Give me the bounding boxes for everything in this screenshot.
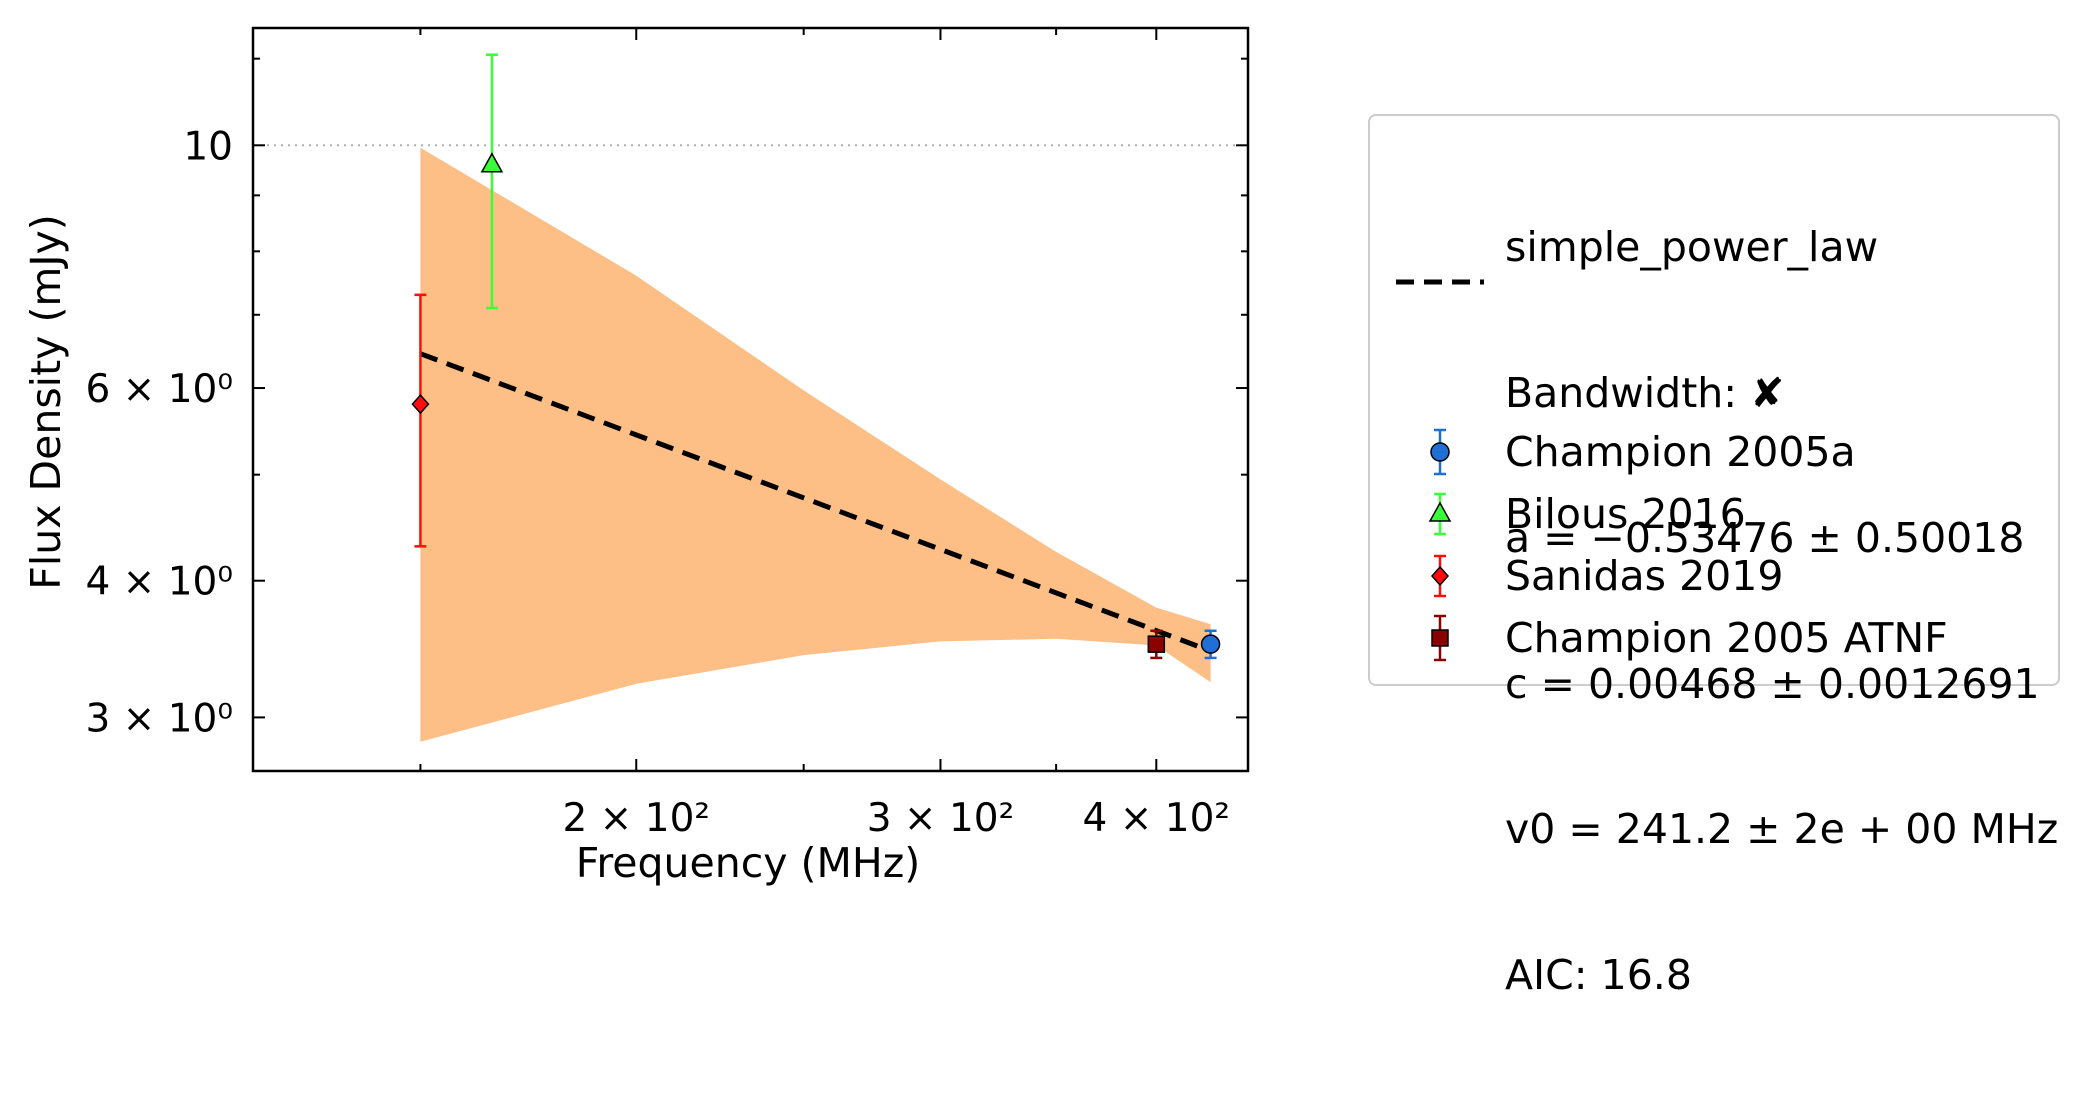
data-points-group: [411, 53, 1221, 660]
confidence-band: [420, 147, 1211, 742]
data-point-diamond: [411, 394, 430, 415]
fit-line-group: [419, 351, 1212, 654]
y-tick-label: 6 × 10⁰: [85, 367, 233, 412]
legend-label: Sanidas 2019: [1505, 552, 1784, 600]
data-point-circle: [1200, 634, 1221, 654]
legend-marker-circle: [1430, 428, 1450, 476]
legend-fit-bandwidth: Bandwidth: ✘: [1505, 368, 1785, 417]
legend-label: Champion 2005 ATNF: [1505, 614, 1948, 662]
legend-marker-square: [1431, 614, 1449, 662]
x-tick-label: 3 × 10²: [867, 796, 1015, 841]
legend-fit-v0: v0 = 241.2 ± 2e + 00 MHz: [1505, 805, 2059, 853]
x-axis-label: Frequency (MHz): [576, 839, 921, 887]
legend-entry-bilous-2016: Bilous 2016: [1370, 484, 2050, 544]
legend-entry-champion-2005a: Champion 2005a: [1370, 422, 2050, 482]
legend-fit-c: c = 0.00468 ± 0.0012691: [1505, 659, 2040, 708]
legend-fit-name: simple_power_law: [1505, 223, 1879, 271]
legend-entry-champion-2005-atnf: Champion 2005 ATNF: [1370, 608, 2050, 668]
y-tick-label: 10: [183, 124, 233, 169]
plot-frame: [251, 26, 1250, 773]
confidence-band-area: [420, 147, 1211, 742]
y-tick-label: 4 × 10⁰: [85, 560, 233, 605]
legend-entry-sanidas-2019: Sanidas 2019: [1370, 546, 2050, 606]
fit-line: [419, 351, 1212, 654]
legend: simple_power_law Bandwidth: ✘ a = −0.534…: [1368, 114, 2060, 999]
chart-svg: 2 × 10² 3 × 10² 4 × 10² 3 × 10⁰ 4 × 10⁰ 6 × 1…: [22, 26, 1250, 887]
legend-fit-a: a = −0.53476 ± 0.50018: [1505, 514, 2025, 562]
legend-fit-line-sample: [1396, 279, 1484, 285]
legend-fit-aic: AIC: 16.8: [1505, 950, 1692, 999]
legend-label: Bilous 2016: [1505, 490, 1746, 538]
x-tick-label: 2 × 10²: [562, 796, 710, 841]
legend-marker-diamond: [1430, 554, 1450, 598]
x-tick-label: 4 × 10²: [1083, 796, 1231, 841]
y-axis-label: Flux Density (mJy): [22, 214, 70, 589]
data-point-triangle: [480, 152, 504, 173]
axis-ticks: [253, 28, 1248, 771]
data-point-square: [1147, 635, 1166, 653]
legend-marker-triangle: [1428, 492, 1452, 536]
legend-label: Champion 2005a: [1505, 428, 1856, 476]
axis-tick-labels: 2 × 10² 3 × 10² 4 × 10² 3 × 10⁰ 4 × 10⁰ 6 × 1…: [85, 124, 1230, 841]
y-tick-label: 3 × 10⁰: [85, 696, 233, 741]
